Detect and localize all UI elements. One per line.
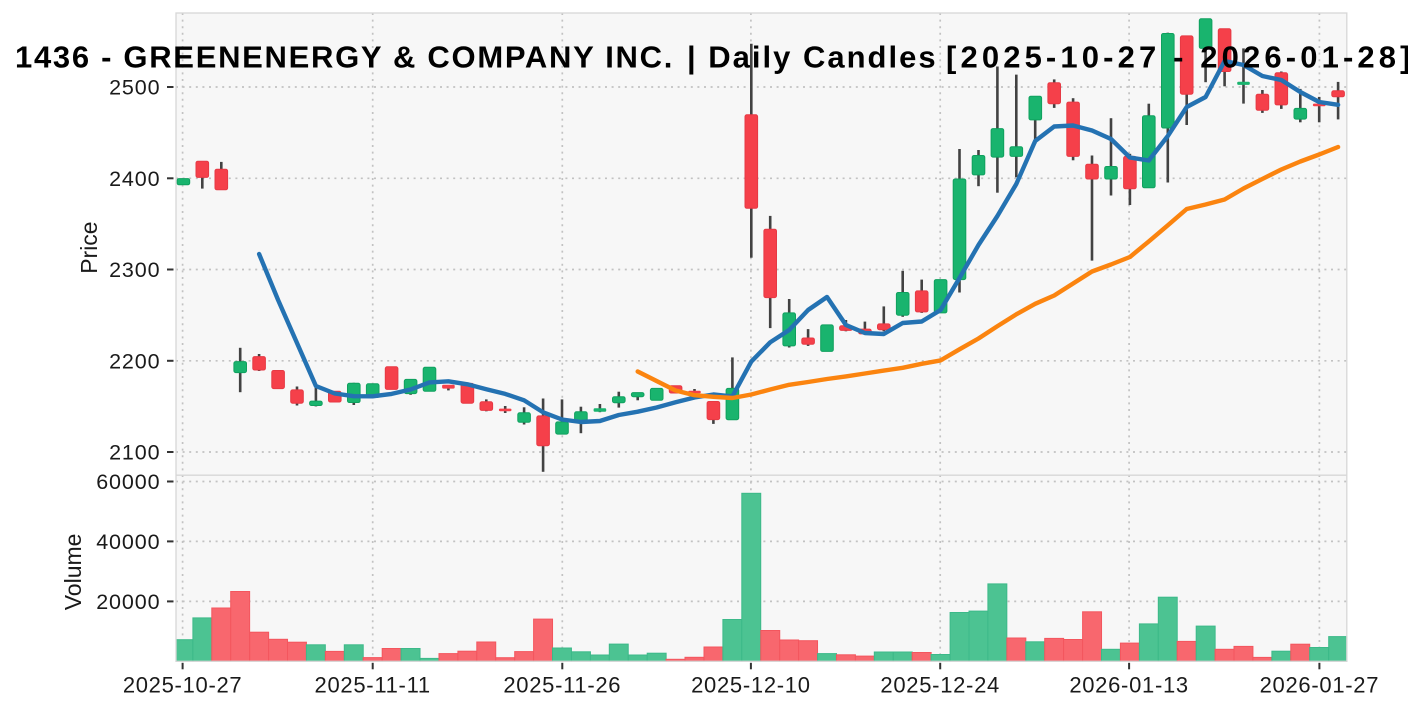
svg-text:2025-12-24: 2025-12-24 <box>880 673 1000 698</box>
svg-text:2025-11-26: 2025-11-26 <box>503 673 621 698</box>
svg-text:40000: 40000 <box>96 530 160 554</box>
svg-text:2026-01-27: 2026-01-27 <box>1260 673 1380 698</box>
svg-text:Volume: Volume <box>60 534 86 611</box>
svg-text:[2025-10-27 - 2026-01-28]: [2025-10-27 - 2026-01-28] <box>946 40 1408 75</box>
svg-text:1436 - GREENENERGY & COMPANY I: 1436 - GREENENERGY & COMPANY INC. <box>15 40 674 75</box>
svg-text:Price: Price <box>76 221 102 273</box>
svg-text:2400: 2400 <box>109 167 160 191</box>
svg-text:2025-10-27: 2025-10-27 <box>123 673 243 698</box>
svg-text:2100: 2100 <box>109 441 160 465</box>
svg-text:2025-12-10: 2025-12-10 <box>691 673 811 698</box>
svg-text:2300: 2300 <box>109 258 160 282</box>
svg-text:2200: 2200 <box>109 349 160 373</box>
svg-text:| Daily Candles: | Daily Candles <box>687 40 938 75</box>
svg-text:2025-11-11: 2025-11-11 <box>315 673 431 698</box>
svg-text:2026-01-13: 2026-01-13 <box>1069 673 1189 698</box>
svg-text:2500: 2500 <box>109 76 160 100</box>
svg-text:60000: 60000 <box>96 470 160 494</box>
svg-text:20000: 20000 <box>96 590 160 614</box>
